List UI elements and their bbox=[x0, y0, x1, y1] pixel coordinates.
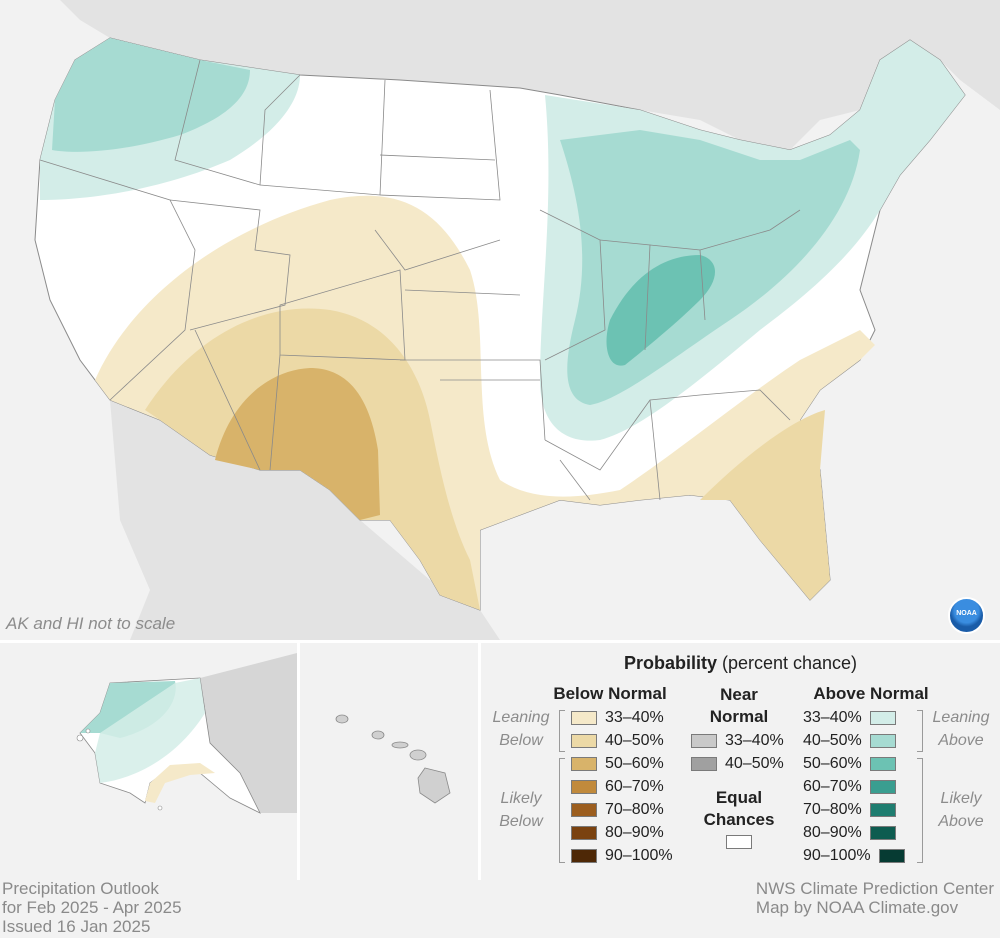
above-normal-swatch bbox=[869, 711, 896, 725]
below-normal-label: 90–100% bbox=[605, 847, 673, 864]
near-normal-label: 33–40% bbox=[725, 732, 784, 749]
above-50-60-east-region bbox=[606, 255, 715, 366]
below-normal-swatch bbox=[571, 734, 597, 748]
above-40-50-nw-region bbox=[52, 38, 250, 152]
conus-precipitation-map bbox=[34, 0, 1000, 640]
leaning-above-bracket bbox=[917, 710, 923, 752]
above-normal-label: 33–40% bbox=[803, 709, 862, 726]
below-normal-row: 40–50% bbox=[571, 732, 664, 749]
noaa-logo-icon: NOAA bbox=[948, 597, 985, 634]
below-normal-row: 70–80% bbox=[571, 801, 664, 818]
leaning-above-label: Leaning Above bbox=[932, 709, 990, 749]
above-normal-swatch bbox=[869, 803, 896, 817]
big-island bbox=[417, 767, 451, 804]
near-normal-row: 33–40% bbox=[691, 732, 784, 749]
above-normal-label: 40–50% bbox=[803, 732, 862, 749]
above-normal-row: 90–100% bbox=[803, 847, 905, 864]
likely-below-label: Likely Below bbox=[499, 790, 543, 830]
credit-map: Map by NOAA Climate.gov bbox=[755, 898, 959, 917]
canada-land-ak bbox=[200, 653, 297, 813]
molokai-island bbox=[391, 741, 409, 749]
above-normal-row: 33–40% bbox=[803, 709, 896, 726]
above-normal-swatch bbox=[869, 826, 896, 840]
above-normal-label: 90–100% bbox=[803, 847, 871, 864]
state-boundaries bbox=[39, 59, 801, 501]
above-normal-row: 50–60% bbox=[803, 755, 896, 772]
outlook-issued: Issued 16 Jan 2025 bbox=[2, 917, 151, 936]
outlook-period: for Feb 2025 - Apr 2025 bbox=[2, 898, 182, 917]
below-normal-swatch bbox=[571, 849, 597, 863]
above-normal-row: 60–70% bbox=[803, 778, 896, 795]
below-normal-label: 60–70% bbox=[605, 778, 664, 795]
oahu-island bbox=[371, 730, 385, 740]
likely-above-bracket bbox=[917, 758, 923, 863]
above-normal-row: 70–80% bbox=[803, 801, 896, 818]
near-normal-swatch bbox=[691, 757, 717, 771]
above-normal-label: 70–80% bbox=[803, 801, 862, 818]
below-normal-label: 50–60% bbox=[605, 755, 664, 772]
maui-island bbox=[409, 749, 427, 761]
probability-legend: Probability (percent chance) Below Norma… bbox=[481, 643, 1000, 879]
outlook-title: Precipitation Outlook bbox=[2, 879, 159, 898]
below-normal-row: 60–70% bbox=[571, 778, 664, 795]
above-normal-row: 40–50% bbox=[803, 732, 896, 749]
divider-horizontal bbox=[0, 640, 1000, 643]
near-normal-row: 40–50% bbox=[691, 755, 784, 772]
above-normal-swatch bbox=[869, 734, 896, 748]
alaska-above-33-40 bbox=[95, 678, 205, 783]
below-normal-label: 80–90% bbox=[605, 824, 664, 841]
above-normal-swatch bbox=[869, 780, 896, 794]
leaning-below-bracket bbox=[559, 710, 565, 752]
below-normal-swatch bbox=[571, 826, 597, 840]
above-normal-label: 50–60% bbox=[803, 755, 862, 772]
near-normal-swatch bbox=[691, 734, 717, 748]
below-normal-label: 40–50% bbox=[605, 732, 664, 749]
below-normal-swatch bbox=[571, 757, 597, 771]
likely-above-label: Likely Above bbox=[938, 790, 984, 830]
leaning-below-label: Leaning Below bbox=[492, 709, 550, 749]
scale-note: AK and HI not to scale bbox=[6, 614, 176, 633]
above-normal-row: 80–90% bbox=[803, 824, 896, 841]
outlook-caption: Precipitation Outlook for Feb 2025 - Apr… bbox=[2, 879, 182, 936]
below-50-60-region bbox=[215, 368, 380, 520]
below-normal-label: 33–40% bbox=[605, 709, 664, 726]
below-normal-swatch bbox=[571, 711, 597, 725]
near-normal-label: 40–50% bbox=[725, 755, 784, 772]
alaska-below-33-40 bbox=[145, 763, 215, 803]
above-normal-label: 60–70% bbox=[803, 778, 862, 795]
below-normal-swatch bbox=[571, 803, 597, 817]
kauai-island bbox=[335, 714, 349, 724]
alaska-inset-map bbox=[0, 643, 297, 879]
above-normal-swatch bbox=[869, 757, 896, 771]
above-normal-label: 80–90% bbox=[803, 824, 862, 841]
below-normal-row: 90–100% bbox=[571, 847, 673, 864]
likely-below-bracket bbox=[559, 758, 565, 863]
near-normal-heading: Near Normal bbox=[709, 685, 769, 726]
above-normal-heading: Above Normal bbox=[813, 684, 929, 703]
above-normal-swatch bbox=[878, 849, 905, 863]
credit-cpc: NWS Climate Prediction Center bbox=[755, 879, 994, 898]
below-normal-row: 33–40% bbox=[571, 709, 664, 726]
mexico-land bbox=[110, 400, 500, 640]
below-normal-row: 50–60% bbox=[571, 755, 664, 772]
equal-chances-swatch bbox=[726, 835, 752, 849]
canada-land bbox=[60, 0, 1000, 150]
divider-ak-hi bbox=[297, 640, 300, 880]
below-normal-label: 70–80% bbox=[605, 801, 664, 818]
below-normal-swatch bbox=[571, 780, 597, 794]
below-normal-heading: Below Normal bbox=[553, 684, 667, 703]
below-normal-row: 80–90% bbox=[571, 824, 664, 841]
below-33-40-region bbox=[95, 195, 875, 611]
hawaii-inset-map bbox=[300, 643, 478, 879]
legend-title: Probability (percent chance) bbox=[623, 653, 858, 673]
equal-chances-heading: Equal Chances bbox=[703, 788, 775, 829]
divider-hi-legend bbox=[478, 640, 481, 880]
credits: NWS Climate Prediction Center Map by NOA… bbox=[756, 879, 994, 917]
